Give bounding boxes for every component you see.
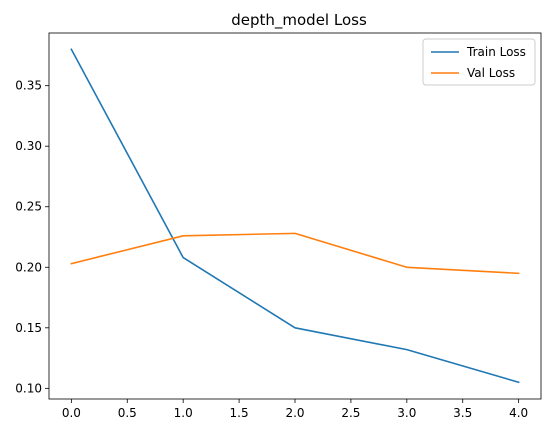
x-axis: 0.0 0.5 1.0 1.5 2.0 2.5 3.0 3.5 4.0 — [62, 399, 528, 420]
y-tick-label: 0.35 — [15, 79, 42, 93]
legend-label: Val Loss — [467, 66, 515, 80]
x-tick-label: 2.5 — [341, 406, 360, 420]
x-tick-label: 3.0 — [397, 406, 416, 420]
plot-frame — [48, 32, 542, 400]
plot-area — [48, 32, 542, 400]
series-line-train-loss — [70, 48, 520, 384]
x-tick-label: 2.0 — [285, 406, 304, 420]
y-axis: 0.10 0.15 0.20 0.25 0.30 0.35 — [15, 79, 49, 395]
x-tick-label: 0.5 — [118, 406, 137, 420]
series-line-val-loss — [70, 232, 520, 275]
legend: Train Loss Val Loss — [422, 38, 536, 86]
y-tick-label: 0.20 — [15, 260, 42, 274]
y-tick-label: 0.30 — [15, 139, 42, 153]
y-tick-label: 0.10 — [15, 381, 42, 395]
chart-title: depth_model Loss — [231, 11, 367, 30]
x-tick-label: 1.0 — [174, 406, 193, 420]
x-tick-label: 1.5 — [230, 406, 249, 420]
legend-label: Train Loss — [466, 45, 526, 59]
x-tick-label: 4.0 — [509, 406, 528, 420]
x-tick-label: 3.5 — [453, 406, 472, 420]
x-tick-label: 0.0 — [62, 406, 81, 420]
y-tick-label: 0.25 — [15, 200, 42, 214]
y-tick-label: 0.15 — [15, 321, 42, 335]
series-layer — [70, 48, 520, 384]
